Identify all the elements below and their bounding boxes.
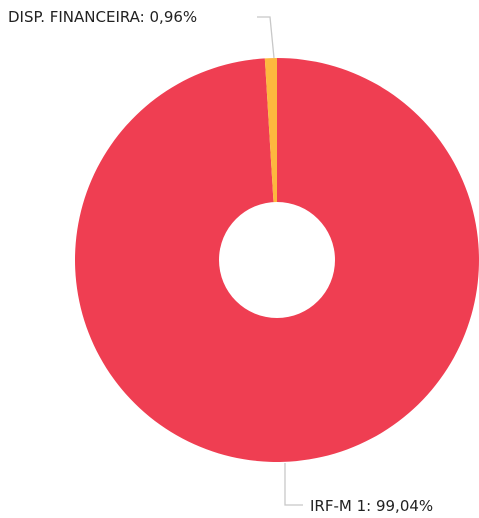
slice-label-irf-m-1: IRF-M 1: 99,04% (310, 497, 433, 515)
leader-line-disp-financeira (257, 16, 275, 59)
slice-labels: DISP. FINANCEIRA: 0,96% IRF-M 1: 99,04% (8, 8, 433, 515)
donut-hole (219, 202, 335, 318)
slice-label-disp-financeira: DISP. FINANCEIRA: 0,96% (8, 8, 197, 26)
leader-line-irf-m-1 (284, 463, 303, 506)
